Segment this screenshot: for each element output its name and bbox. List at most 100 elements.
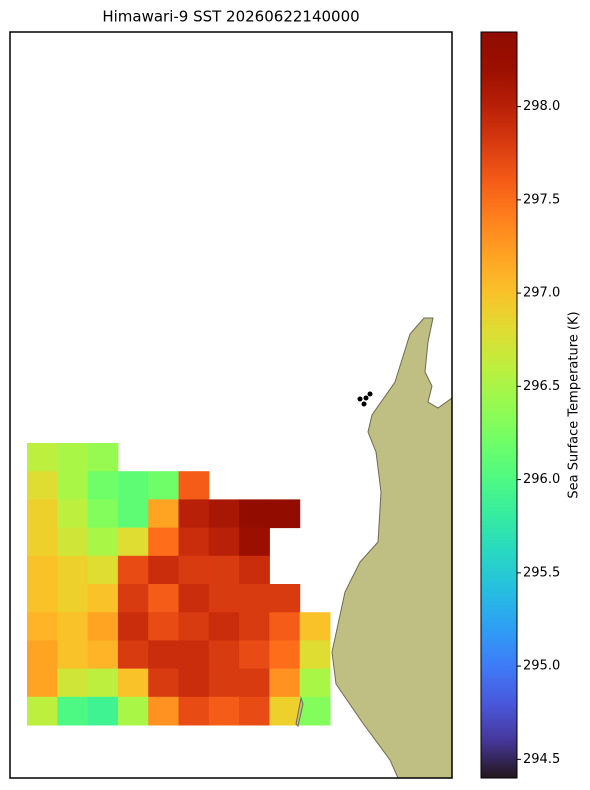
sst-cell	[178, 612, 210, 641]
sst-cell	[208, 696, 240, 726]
sst-cell	[27, 612, 58, 641]
colorbar-tick-label: 298.0	[523, 99, 560, 114]
colorbar-tick-label: 297.5	[523, 192, 560, 207]
sst-cell	[178, 696, 210, 726]
sst-cell	[57, 612, 89, 641]
sst-cell	[57, 696, 89, 726]
sst-cell	[27, 668, 58, 698]
sst-cell	[117, 471, 149, 500]
sst-cell	[208, 527, 240, 557]
sst-cell	[148, 471, 179, 500]
sst-cell	[239, 527, 270, 557]
sst-cell	[87, 527, 119, 557]
colorbar	[480, 31, 518, 779]
sst-cell	[269, 668, 301, 698]
sst-cell	[208, 555, 240, 585]
sst-cell	[27, 696, 58, 726]
chart-title: Himawari-9 SST 20260622140000	[102, 8, 359, 26]
sst-cell	[269, 584, 301, 613]
sst-cell	[87, 668, 119, 698]
sst-cell	[269, 499, 301, 529]
sst-cell	[178, 527, 210, 557]
sst-cell	[148, 696, 179, 726]
sst-cell	[178, 584, 210, 613]
islets	[357, 391, 373, 407]
sst-cell	[87, 612, 119, 641]
sst-cell	[27, 555, 58, 585]
island	[295, 696, 304, 727]
sst-cell	[299, 612, 331, 641]
sst-cell	[117, 668, 149, 698]
sst-cell	[27, 527, 58, 557]
sst-cell	[117, 499, 149, 529]
sst-cell	[269, 696, 301, 726]
sst-cell	[57, 471, 89, 500]
map-frame	[9, 31, 453, 779]
sst-cell	[57, 584, 89, 613]
sst-cell	[87, 471, 119, 500]
sst-cell	[208, 584, 240, 613]
colorbar-tick-label: 296.5	[523, 379, 560, 394]
sst-cell	[148, 640, 179, 670]
sst-cell	[27, 499, 58, 529]
sst-cell	[299, 640, 331, 670]
sst-cell	[178, 555, 210, 585]
sst-cell	[178, 499, 210, 529]
sst-cell	[148, 584, 179, 613]
sst-cell	[87, 584, 119, 613]
sst-cell	[299, 696, 331, 726]
sst-cell	[178, 640, 210, 670]
sst-cell	[57, 499, 89, 529]
sst-cell	[57, 443, 89, 472]
sst-cell	[27, 640, 58, 670]
sst-cell	[117, 696, 149, 726]
colorbar-tick-label: 296.0	[523, 472, 560, 487]
sst-cell	[27, 471, 58, 500]
sst-cell	[57, 555, 89, 585]
sst-cell	[57, 668, 89, 698]
sst-cell	[148, 668, 179, 698]
sst-cell	[208, 640, 240, 670]
sst-cell	[208, 612, 240, 641]
land	[331, 317, 453, 779]
sst-cell	[117, 612, 149, 641]
colorbar-tick-label: 294.5	[523, 752, 560, 767]
sst-cell	[27, 443, 58, 472]
colorbar-tick-label: 295.5	[523, 565, 560, 580]
sst-cell	[117, 527, 149, 557]
sst-cell	[239, 696, 270, 726]
sst-cell	[178, 668, 210, 698]
sst-cell	[269, 612, 301, 641]
sst-cell	[208, 668, 240, 698]
sst-cell	[57, 527, 89, 557]
sst-cell	[178, 471, 210, 500]
sst-cell	[299, 668, 331, 698]
sst-cell	[87, 499, 119, 529]
sst-cell	[148, 612, 179, 641]
sst-cell	[87, 555, 119, 585]
sst-cell	[239, 499, 270, 529]
sst-cell	[117, 555, 149, 585]
sst-cell	[87, 696, 119, 726]
colorbar-tick-label: 295.0	[523, 659, 560, 674]
sst-cell	[148, 499, 179, 529]
sst-cell	[239, 668, 270, 698]
sst-cell	[117, 584, 149, 613]
colorbar-tick-label: 297.0	[523, 286, 560, 301]
sst-cell	[87, 640, 119, 670]
sst-cell	[208, 499, 240, 529]
sst-cell	[87, 443, 119, 472]
colorbar-label: Sea Surface Temperature (K)	[567, 311, 582, 498]
sst-cell	[117, 640, 149, 670]
sst-cell	[239, 555, 270, 585]
sst-cell	[148, 555, 179, 585]
sst-cell	[239, 612, 270, 641]
sst-cell	[57, 640, 89, 670]
sst-cell	[239, 584, 270, 613]
sst-cell	[148, 527, 179, 557]
sst-cell	[239, 640, 270, 670]
sst-field	[27, 443, 331, 726]
sst-cell	[269, 640, 301, 670]
sst-cell	[27, 584, 58, 613]
